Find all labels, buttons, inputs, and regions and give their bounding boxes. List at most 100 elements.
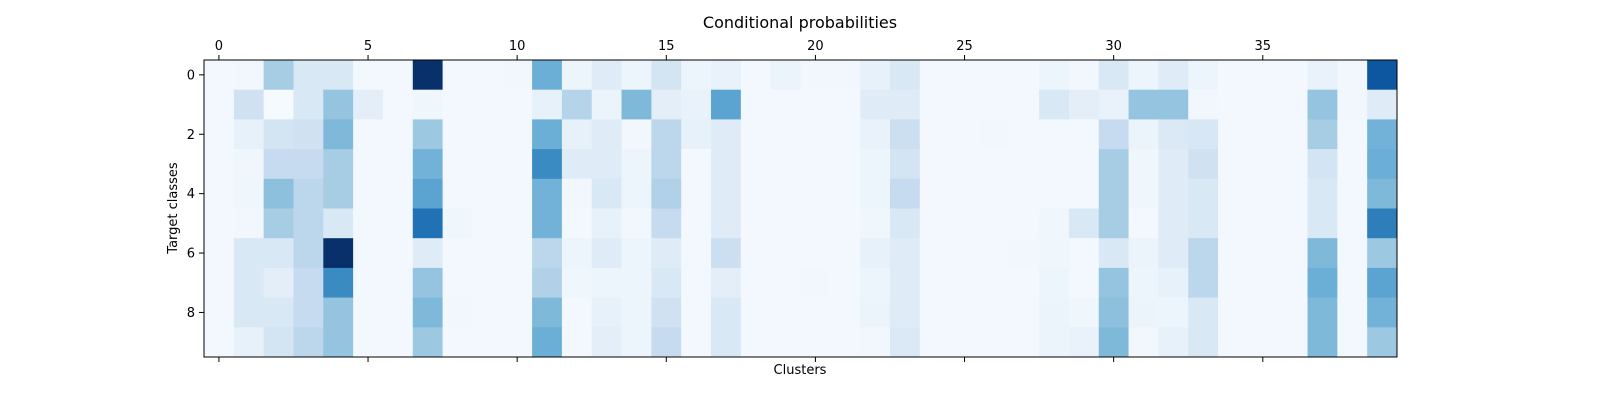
heatmap-cell-r2-c13 (591, 119, 623, 150)
heatmap-cell-r3-c38 (1337, 149, 1368, 180)
heatmap-cell-r0-c11 (532, 60, 563, 91)
heatmap-cell-r1-c33 (1188, 89, 1219, 120)
heatmap-cell-r1-c38 (1337, 89, 1368, 120)
heatmap-cell-r1-c9 (472, 89, 503, 120)
heatmap-cell-r9-c10 (502, 327, 533, 358)
heatmap-cell-r5-c19 (770, 208, 801, 239)
heatmap-cell-r9-c17 (711, 327, 742, 358)
heatmap-cell-r8-c1 (233, 297, 265, 328)
heatmap-cell-r8-c25 (949, 297, 980, 328)
y-tick-label-8: 8 (187, 306, 195, 321)
heatmap-cell-r0-c29 (1068, 60, 1100, 91)
heatmap-cell-r0-c1 (233, 60, 265, 91)
heatmap-cell-r1-c18 (740, 89, 772, 120)
heatmap-cell-r1-c13 (591, 89, 623, 120)
x-tick-label-25: 25 (956, 39, 973, 54)
heatmap-cell-r8-c30 (1098, 297, 1130, 328)
heatmap-cell-r3-c34 (1218, 149, 1249, 180)
heatmap-cell-r7-c21 (830, 267, 861, 299)
heatmap-cell-r8-c23 (889, 297, 921, 328)
heatmap-cell-r6-c36 (1277, 238, 1309, 269)
heatmap-cell-r8-c7 (412, 297, 444, 328)
heatmap-cell-r4-c0 (204, 178, 235, 209)
heatmap-cell-r2-c23 (889, 119, 921, 150)
heatmap-cell-r7-c15 (651, 267, 682, 299)
heatmap-cell-r9-c4 (323, 327, 354, 358)
heatmap-cell-r8-c37 (1307, 297, 1338, 328)
heatmap-cell-r6-c23 (889, 238, 921, 269)
heatmap-cell-r9-c29 (1068, 327, 1100, 358)
heatmap-cell-r4-c26 (979, 178, 1010, 209)
heatmap-cell-r5-c8 (442, 208, 473, 239)
heatmap-cell-r6-c7 (412, 238, 444, 269)
heatmap-cell-r3-c29 (1068, 149, 1100, 180)
heatmap-cell-r1-c35 (1247, 89, 1279, 120)
heatmap-cell-r6-c12 (561, 238, 593, 269)
heatmap-cell-r7-c4 (323, 267, 354, 299)
heatmap-cell-r4-c23 (889, 178, 921, 209)
heatmap-cell-r5-c18 (740, 208, 772, 239)
heatmap-cell-r6-c0 (204, 238, 235, 269)
heatmap-cell-r6-c11 (532, 238, 563, 269)
heatmap-cell-r9-c11 (532, 327, 563, 358)
heatmap-cell-r4-c37 (1307, 178, 1338, 209)
heatmap-cell-r3-c14 (621, 149, 652, 180)
heatmap-cell-r7-c8 (442, 267, 473, 299)
heatmap-cell-r1-c20 (800, 89, 831, 120)
heatmap-cell-r3-c22 (860, 149, 891, 180)
heatmap-cell-r6-c8 (442, 238, 473, 269)
heatmap-cell-r5-c9 (472, 208, 503, 239)
heatmap-cell-r7-c26 (979, 267, 1010, 299)
heatmap-cell-r8-c34 (1218, 297, 1249, 328)
heatmap-cell-r1-c26 (979, 89, 1010, 120)
heatmap-cell-r3-c12 (561, 149, 593, 180)
heatmap-cell-r8-c22 (860, 297, 891, 328)
heatmap-cell-r9-c24 (919, 327, 951, 358)
heatmap-cell-r5-c24 (919, 208, 951, 239)
heatmap-cell-r1-c6 (382, 89, 414, 120)
heatmap-cell-r6-c19 (770, 238, 801, 269)
heatmap-cell-r4-c27 (1009, 178, 1040, 209)
heatmap-cell-r0-c7 (412, 60, 444, 91)
heatmap-cell-r1-c34 (1218, 89, 1249, 120)
heatmap-cell-r5-c26 (979, 208, 1010, 239)
heatmap-cell-r7-c13 (591, 267, 623, 299)
heatmap-cell-r9-c20 (800, 327, 831, 358)
heatmap-cell-r9-c7 (412, 327, 444, 358)
heatmap-cell-r5-c23 (889, 208, 921, 239)
heatmap-cell-r1-c36 (1277, 89, 1309, 120)
heatmap-cell-r1-c39 (1367, 89, 1398, 120)
heatmap-cell-r0-c17 (711, 60, 742, 91)
heatmap-cell-r7-c30 (1098, 267, 1130, 299)
heatmap-cell-r4-c39 (1367, 178, 1398, 209)
heatmap-cell-r4-c12 (561, 178, 593, 209)
heatmap-cell-r2-c20 (800, 119, 831, 150)
heatmap-cell-r7-c32 (1158, 267, 1189, 299)
heatmap-cell-r8-c38 (1337, 297, 1368, 328)
heatmap-cell-r8-c2 (263, 297, 294, 328)
heatmap-cell-r0-c31 (1128, 60, 1159, 91)
heatmap-cell-r4-c20 (800, 178, 831, 209)
heatmap-cell-r5-c11 (532, 208, 563, 239)
heatmap-cell-r9-c18 (740, 327, 772, 358)
heatmap-cell-r9-c23 (889, 327, 921, 358)
heatmap-cell-r1-c23 (889, 89, 921, 120)
heatmap-cell-r4-c7 (412, 178, 444, 209)
heatmap-cell-r5-c14 (621, 208, 652, 239)
heatmap-cell-r1-c14 (621, 89, 652, 120)
y-tick-label-0: 0 (187, 68, 195, 83)
heatmap-cell-r1-c24 (919, 89, 951, 120)
heatmap-cell-r9-c5 (353, 327, 384, 358)
heatmap-cell-r0-c27 (1009, 60, 1040, 91)
heatmap-cell-r2-c28 (1039, 119, 1070, 150)
heatmap-cell-r8-c4 (323, 297, 354, 328)
heatmap-cell-r3-c5 (353, 149, 384, 180)
heatmap-cell-r1-c3 (293, 89, 324, 120)
heatmap-cell-r4-c6 (382, 178, 414, 209)
heatmap-cell-r1-c10 (502, 89, 533, 120)
heatmap-cell-r5-c2 (263, 208, 294, 239)
heatmap-cell-r1-c5 (353, 89, 384, 120)
y-tick-label-6: 6 (187, 247, 195, 262)
heatmap-cell-r7-c16 (681, 267, 712, 299)
heatmap-cell-r2-c21 (830, 119, 861, 150)
